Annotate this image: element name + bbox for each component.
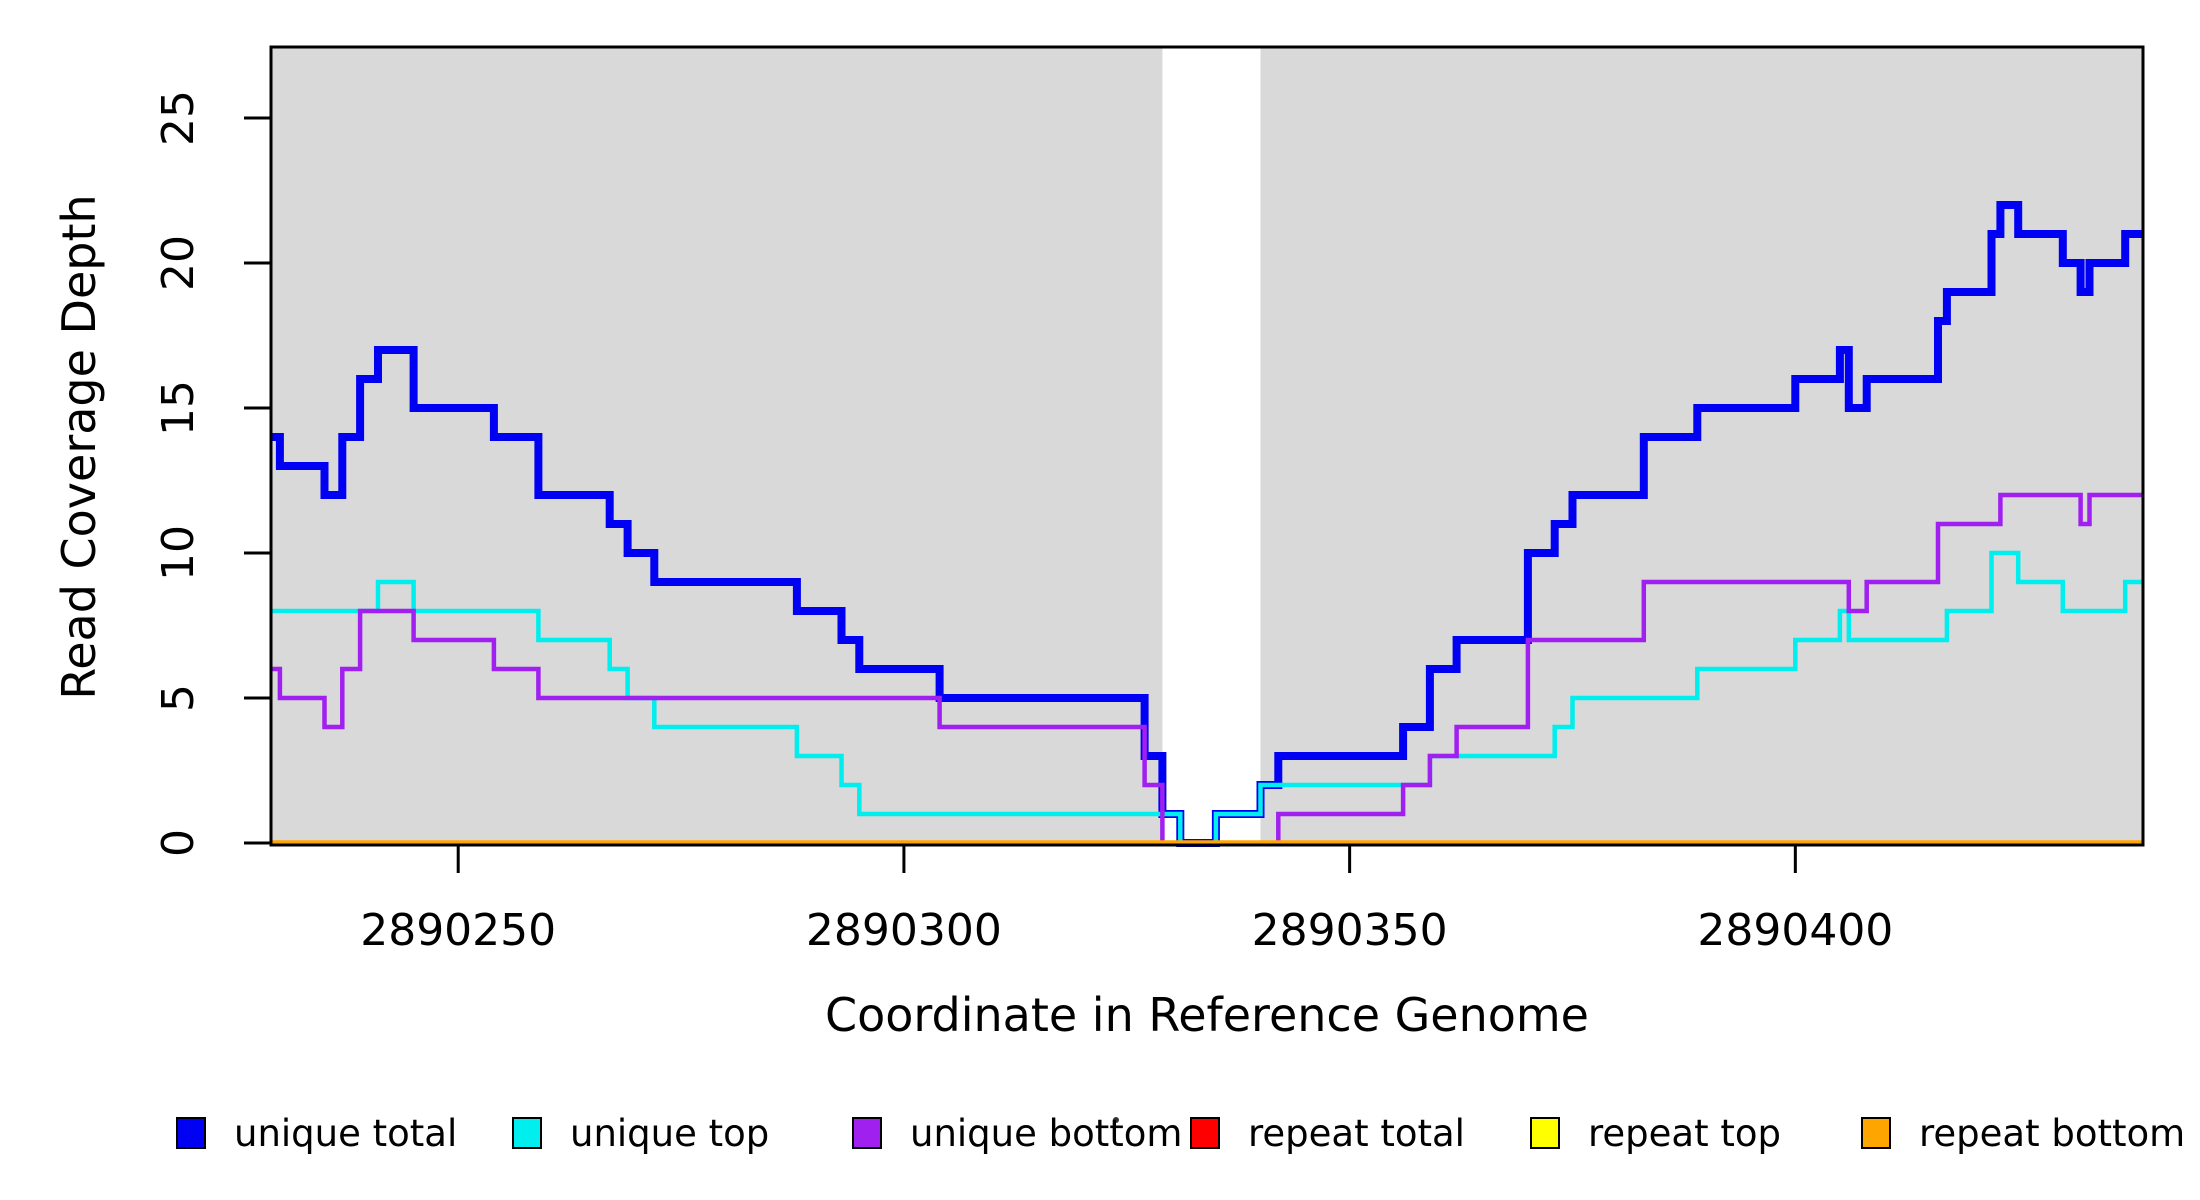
legend-swatch-unique-total (176, 1117, 206, 1149)
x-tick-label: 2890350 (1252, 905, 1448, 956)
series-line-unique-top (271, 550, 2143, 846)
legend-item-unique-top: unique top (512, 1111, 770, 1155)
legend-item-repeat-top: repeat top (1530, 1111, 1781, 1155)
y-tick-label: 5 (153, 684, 204, 712)
y-tick-label: 15 (153, 380, 204, 436)
x-axis-title: Coordinate in Reference Genome (825, 988, 1589, 1042)
x-tick-label: 2890300 (806, 905, 1002, 956)
legend-swatch-unique-bottom (852, 1117, 882, 1149)
y-tick-label: 20 (153, 235, 204, 291)
x-tick-label: 2890250 (360, 905, 556, 956)
y-axis-title: Read Coverage Depth (52, 194, 106, 700)
legend-item-unique-bottom: unique bottom (852, 1111, 1183, 1155)
legend-swatch-repeat-bottom (1861, 1117, 1891, 1149)
legend-item-repeat-bottom: repeat bottom (1861, 1111, 2186, 1155)
y-tick-label: 0 (153, 829, 204, 857)
legend-swatch-repeat-total (1190, 1117, 1220, 1149)
series-line-unique-total (271, 201, 2143, 847)
x-tick-label: 2890400 (1697, 905, 1893, 956)
legend-label: repeat bottom (1919, 1111, 2186, 1155)
plot-border (269, 45, 2145, 847)
legend-swatch-unique-top (512, 1117, 542, 1149)
legend-label: unique total (234, 1111, 458, 1155)
legend-label: unique top (570, 1111, 770, 1155)
series-line-unique-bottom (271, 492, 2143, 846)
legend-item-repeat-total: repeat total (1190, 1111, 1465, 1155)
stray-dot-artifact (1113, 1117, 1119, 1123)
legend-label: repeat top (1588, 1111, 1781, 1155)
legend-item-unique-total: unique total (176, 1111, 458, 1155)
y-tick-label: 10 (153, 525, 204, 581)
legend-swatch-repeat-top (1530, 1117, 1560, 1149)
coverage-gap-band (1162, 47, 1261, 845)
legend-label: repeat total (1248, 1111, 1465, 1155)
legend-label: unique bottom (910, 1111, 1183, 1155)
y-tick-label: 25 (153, 90, 204, 146)
